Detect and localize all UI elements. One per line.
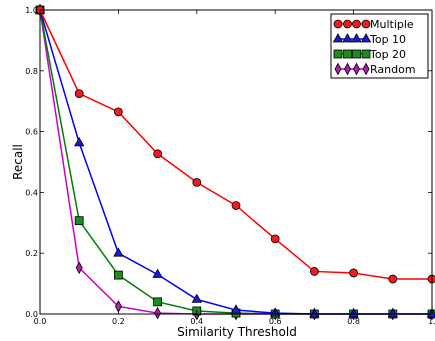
legend-label-random: Random — [370, 63, 416, 76]
y-axis-title: Recall — [11, 144, 25, 180]
data-point-top-10 — [74, 137, 85, 147]
data-point-multiple — [153, 149, 163, 159]
x-tick-label: 0.6 — [269, 317, 282, 326]
y-tick-label: 0.6 — [25, 128, 38, 137]
data-point-top-10 — [426, 308, 435, 318]
data-point-multiple — [74, 89, 84, 98]
data-point-multiple — [231, 201, 241, 210]
y-tick-label: 0.4 — [25, 188, 38, 197]
data-point-top-20 — [114, 270, 123, 280]
legend-marker-top-20 — [343, 49, 352, 59]
data-point-top-10 — [152, 268, 163, 278]
plot-frame — [39, 9, 433, 315]
legend-marker-random — [344, 62, 351, 76]
legend-label-multiple: Multiple — [370, 18, 414, 31]
data-point-random — [154, 306, 162, 320]
legend-marker-multiple — [333, 19, 343, 29]
legend-marker-top-20 — [352, 49, 361, 59]
legend-marker-multiple — [361, 19, 371, 29]
data-point-top-10 — [191, 293, 202, 303]
legend-marker-top-10 — [351, 33, 362, 43]
legend-label-top-10: Top 10 — [369, 33, 406, 46]
legend-marker-multiple — [352, 19, 361, 29]
y-tick-label: 1.0 — [25, 6, 38, 15]
data-point-multiple — [114, 107, 123, 117]
data-point-top-10 — [230, 304, 242, 314]
x-tick-label: 0.0 — [34, 317, 47, 326]
legend-marker-random — [353, 62, 360, 76]
data-point-top-10 — [309, 308, 320, 318]
legend-marker-multiple — [343, 19, 352, 29]
data-point-multiple — [388, 274, 398, 284]
x-tick-label: 0.8 — [347, 317, 360, 326]
x-tick-label: 0.4 — [190, 317, 203, 326]
legend-marker-top-20 — [333, 49, 343, 59]
legend-marker-random — [334, 62, 342, 76]
legend-marker-random — [362, 62, 370, 76]
data-point-multiple — [192, 177, 202, 187]
legend-marker-top-10 — [332, 33, 344, 43]
data-point-multiple — [270, 234, 280, 244]
data-point-top-10 — [387, 308, 398, 318]
y-tick-label: 0.0 — [25, 310, 38, 319]
data-point-random — [75, 261, 83, 275]
legend-marker-top-10 — [342, 33, 353, 43]
data-point-top-20 — [74, 216, 84, 226]
x-tick-label: 0.2 — [112, 317, 125, 326]
data-point-multiple — [349, 268, 359, 278]
y-tick-label: 0.8 — [25, 67, 38, 76]
legend: Multiple Top 10 Top 20 Random — [330, 13, 429, 79]
x-axis-title: Similarity Threshold — [177, 325, 297, 339]
data-point-top-10 — [113, 247, 124, 257]
data-point-top-20 — [153, 297, 163, 307]
legend-label-top-20: Top 20 — [369, 48, 406, 61]
data-point-multiple — [309, 267, 319, 276]
x-tick-label: 1. — [428, 317, 435, 326]
legend-marker-top-20 — [361, 49, 371, 59]
tick-layer: 0.0 0.2 0.4 0.6 0.8 1. 0.0 0.2 0.4 0.6 0.8 1.0 — [25, 6, 435, 326]
legend-marker-top-10 — [360, 33, 372, 43]
y-tick-label: 0.2 — [25, 249, 38, 258]
